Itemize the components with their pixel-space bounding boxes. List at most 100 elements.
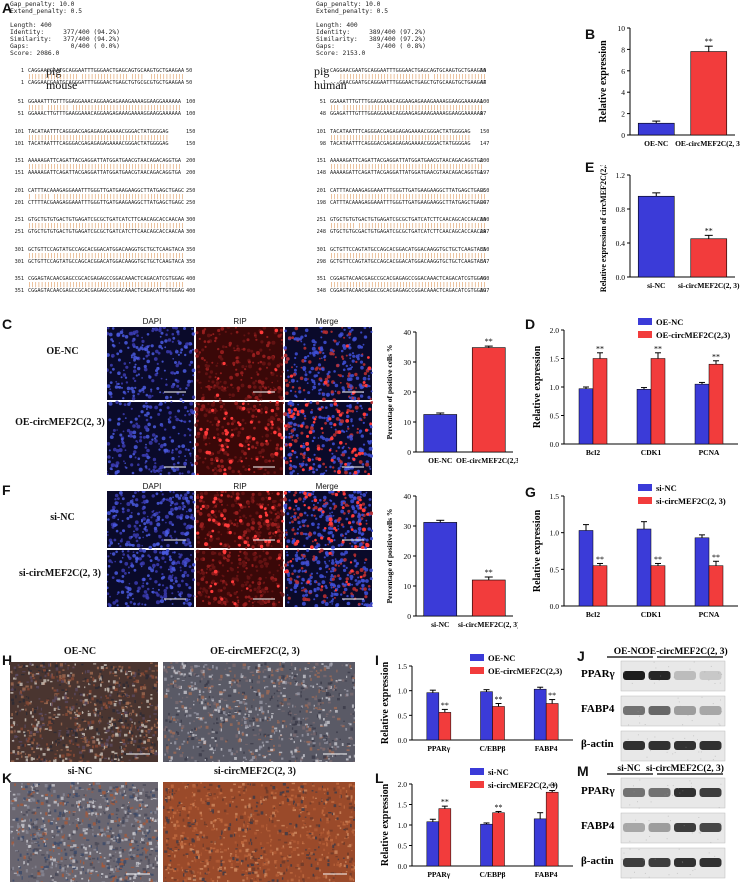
x-tick-label: OE-circMEF2C(2,3) <box>456 456 518 465</box>
seq-top: GCTGTTCCAGTATGCCAGCACGGACATGGACAAGGTGCTG… <box>330 246 487 253</box>
oil-red-image-si-nc <box>10 782 158 882</box>
seq-top: GCTGTTCCAGTATGCCAGCACGGACATGGACAAGGTGCTG… <box>28 246 185 253</box>
match-bars: ||||||||||||||||||||||||||||||||||||||||… <box>330 252 487 259</box>
col-label-merge-c: Merge <box>315 317 339 326</box>
bar <box>636 528 652 607</box>
oil-red-image-si-circ <box>163 782 355 882</box>
blot-band <box>699 788 722 797</box>
seq-start-bot: 348 <box>316 288 326 294</box>
seq-top: AAAAAGATTCAGATTACGAGGATTATGGATGAACGTAACA… <box>28 158 182 164</box>
seq-end-top: 300 <box>186 217 196 223</box>
blot-band <box>623 788 645 797</box>
seq-bot: TACATAATTTCAGGGACGAGAGAGAGAAAACGGGACTATG… <box>330 140 471 147</box>
blot-band <box>699 823 722 832</box>
bar <box>650 358 666 445</box>
blot-band <box>674 671 696 680</box>
blot-band <box>623 823 645 832</box>
bar <box>423 414 458 453</box>
seq-bot: AAAAAGATTCAGATTACGAGGATTATGGATGAACGTAACA… <box>28 170 182 176</box>
panel-label-a: A <box>2 0 13 16</box>
blot-band <box>699 706 722 715</box>
x-tick-label: OE-NC <box>644 139 668 148</box>
significance-mark: ** <box>712 553 720 562</box>
seq-top: CAGGAACGAATGCAGGAATTTGGGAACTGAGCAGTGCAAG… <box>28 68 185 74</box>
legend-swatch <box>470 781 484 788</box>
significance-mark: ** <box>712 352 720 361</box>
seq-end-bot: 350 <box>186 258 196 265</box>
bar <box>438 808 452 867</box>
blot-group-label: OE-circMEF2C(2, 3) <box>642 646 727 657</box>
y-tick-label: 1.5 <box>398 662 408 671</box>
seq-start-top: 101 <box>316 128 326 135</box>
seq-top: GTGCTGTGTGACTGTGAGATCGCGCTGATCATCTTCAACA… <box>330 217 487 223</box>
seq-start-top: 351 <box>316 276 326 282</box>
title-k-si-nc: si-NC <box>67 766 93 777</box>
significance-mark: ** <box>654 555 662 564</box>
col-label-rip-f: RIP <box>233 482 247 491</box>
bar <box>492 706 505 741</box>
seq-end-bot: 300 <box>186 229 196 235</box>
seq-bot: GGAGATTTGTTTGGAGGAAACAGGAAGAGAAAGAAAAGGA… <box>330 111 484 117</box>
seq-bot: GTGCTGTGTGACTGTGAGATCGCGCTGATCATCTTCAACA… <box>28 229 185 235</box>
blot-protein-label: PPARγ <box>581 668 615 680</box>
seq-end-top: 200 <box>480 158 490 164</box>
panel-label-e: E <box>585 159 595 175</box>
seq-end-bot: 197 <box>480 170 490 176</box>
blot-protein-label: PPARγ <box>581 785 615 797</box>
blot-band <box>699 858 722 867</box>
blot-protein-label: FABP4 <box>581 820 615 832</box>
panel-label-m: M <box>577 763 589 779</box>
y-axis-label: Percentage of positive cells % <box>385 345 394 440</box>
seq-top: CATTTACAAAGAGGAAATTTGGGTTGATGAAGAAGGCTTA… <box>28 187 185 194</box>
seq-end-top: 150 <box>186 128 196 135</box>
seq-end-top: 250 <box>480 187 490 194</box>
significance-mark: ** <box>705 37 713 46</box>
seq-end-top: 50 <box>480 68 487 74</box>
blot-band <box>648 741 671 750</box>
y-tick-label: 0.0 <box>616 273 626 282</box>
y-axis-label: Relative expression of circMEF2C(2,3) <box>599 165 608 292</box>
col-label-merge-f: Merge <box>315 482 339 491</box>
bar <box>480 823 493 867</box>
title-h-oe-nc: OE-NC <box>63 646 97 657</box>
seq-start-top: 251 <box>316 217 326 223</box>
blot-band <box>648 823 671 832</box>
y-tick-label: 2.0 <box>398 780 408 789</box>
seq-end-top: 100 <box>186 99 196 105</box>
match-bars: ||||||||||||||||||||||||||||||||||||||||… <box>28 223 185 229</box>
panel-label-k: K <box>2 770 13 786</box>
col-label-dapi-c: DAPI <box>142 317 162 326</box>
seq-start-top: 301 <box>316 246 326 253</box>
bar <box>438 712 452 741</box>
col-label-rip-c: RIP <box>233 317 247 326</box>
seq-end-bot: 297 <box>480 229 490 235</box>
seq-start-bot: 1 <box>20 80 24 86</box>
x-tick-label: si-circMEF2C(2, 3) <box>678 281 740 290</box>
legend-swatch <box>638 318 652 325</box>
x-tick-label: C/EBPβ <box>479 744 505 753</box>
seq-start-bot: 48 <box>319 111 326 117</box>
y-tick-label: 0.0 <box>398 862 408 871</box>
seq-start-bot: 98 <box>319 140 326 147</box>
bar <box>637 195 675 278</box>
seq-top: CAGGAACGAATGCAGGAATTTGGGAACTGAGCAGTGCAAG… <box>330 68 487 74</box>
y-tick-label: 20 <box>404 552 412 561</box>
seq-end-top: 350 <box>480 246 490 253</box>
micrograph-grid-c <box>107 327 373 475</box>
legend-label: si-NC <box>656 483 677 493</box>
legend-label: si-circMEF2C(2, 3) <box>488 780 558 790</box>
y-tick-label: 20 <box>404 388 412 397</box>
blot-band <box>648 671 671 680</box>
chart-i: 0.0 0.5 1.0 1.5 Relative expression ** PPARγ **… <box>380 653 573 753</box>
y-tick-label: 1.5 <box>398 801 408 810</box>
row-label-oe-nc: OE-NC <box>46 346 79 357</box>
match-bars: ||| ||||||||||||||||||||||||||||||||||||… <box>330 105 484 111</box>
significance-mark: ** <box>441 701 449 710</box>
seq-end-bot: 250 <box>186 199 196 206</box>
blot-group-label: si-NC <box>617 764 640 774</box>
x-tick-label: si-NC <box>647 281 665 290</box>
seq-start-top: 51 <box>17 99 24 105</box>
panel-label-i: I <box>375 652 379 668</box>
blot-protein-label: β-actin <box>581 738 614 750</box>
y-tick-label: 4 <box>621 88 625 97</box>
